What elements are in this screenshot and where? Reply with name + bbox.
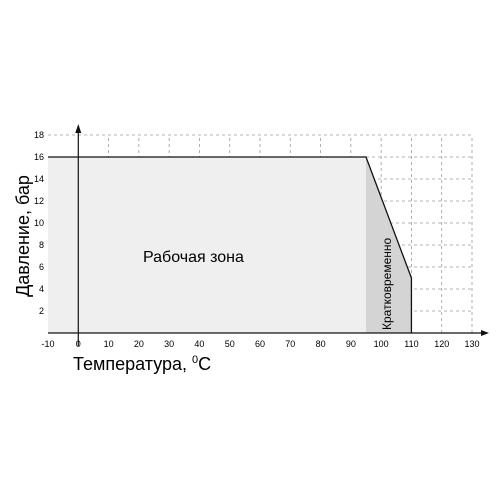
x-tick-label: -10 <box>41 339 54 349</box>
x-tick-labels: -10 0 10 20 30 40 50 60 70 80 90 100 110 120 130 <box>41 339 479 349</box>
y-tick-label: 16 <box>34 152 44 162</box>
x-tick-label: 70 <box>285 339 295 349</box>
x-axis-title: Температура, 0C <box>73 354 211 374</box>
y-tick-label: 4 <box>39 284 44 294</box>
y-tick-labels: 2 4 6 8 10 12 14 16 18 <box>34 130 44 316</box>
y-tick-label: 14 <box>34 174 44 184</box>
x-tick-label: 90 <box>346 339 356 349</box>
y-tick-label: 18 <box>34 130 44 140</box>
x-tick-label: 110 <box>404 339 418 349</box>
x-tick-label: 130 <box>464 339 479 349</box>
y-tick-label: 6 <box>39 262 44 272</box>
y-tick-label: 10 <box>34 218 44 228</box>
y-tick-label: 8 <box>39 240 44 250</box>
y-axis-arrow <box>75 124 82 133</box>
y-tick-label: 2 <box>39 306 44 316</box>
x-tick-label: 60 <box>255 339 265 349</box>
x-tick-label: 100 <box>374 339 389 349</box>
x-tick-label: 50 <box>225 339 235 349</box>
x-tick-label: 10 <box>104 339 114 349</box>
pressure-limit-line <box>48 156 413 333</box>
x-tick-label: 80 <box>316 339 326 349</box>
working-zone-area <box>48 157 412 333</box>
x-axis-title-unit-superscript: 0 <box>192 354 198 366</box>
x-tick-label: 40 <box>194 339 204 349</box>
short-term-zone-label: Кратковременно <box>380 237 394 330</box>
x-tick-label: 20 <box>134 339 144 349</box>
short-term-zone-area <box>366 157 412 333</box>
working-zone-label: Рабочая зона <box>143 249 244 266</box>
x-tick-label: 120 <box>434 339 449 349</box>
x-tick-label: 30 <box>164 339 174 349</box>
x-axis-title-unit: C <box>198 354 211 374</box>
x-axis-arrow <box>481 330 489 336</box>
y-axis-title: Давление, бар <box>13 175 33 297</box>
x-tick-label: 0 <box>76 339 81 349</box>
y-tick-label: 12 <box>34 196 44 206</box>
x-axis-title-text: Температура, <box>73 354 192 374</box>
